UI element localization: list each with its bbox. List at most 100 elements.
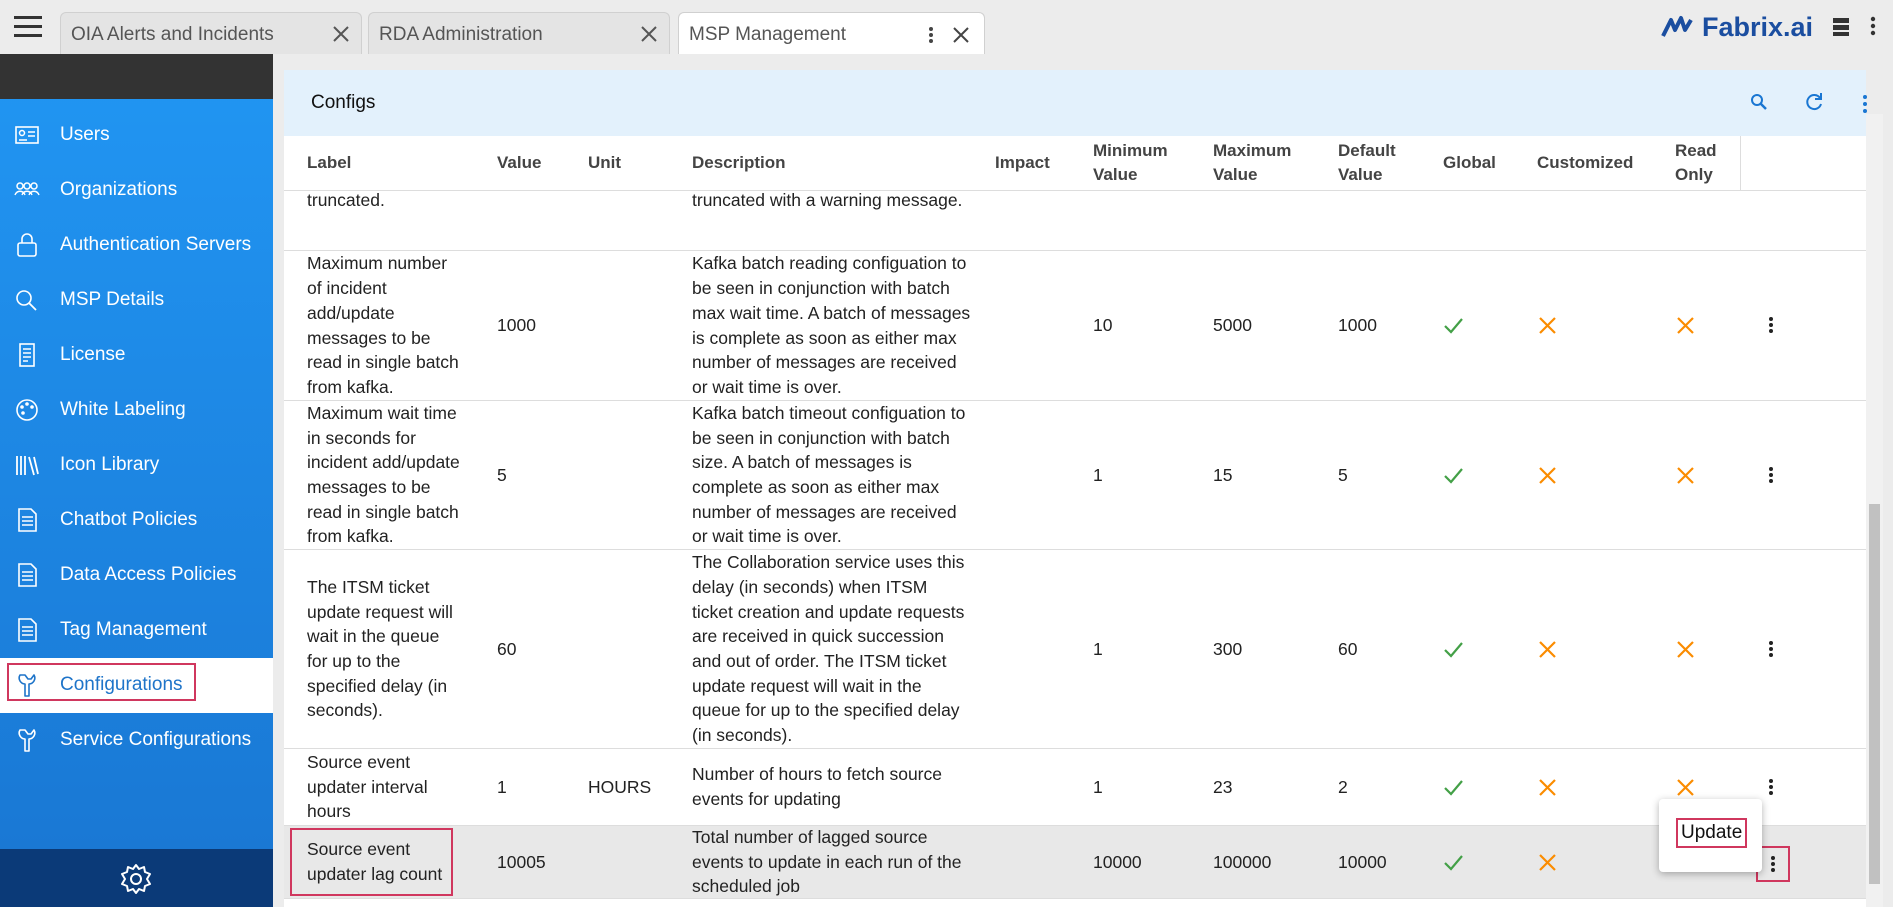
refresh-button[interactable] [1804,92,1824,112]
tab[interactable]: OIA Alerts and Incidents [60,12,362,54]
tab-options[interactable] [928,26,934,44]
column-header[interactable]: Minimum Value [1093,141,1168,184]
sidebar-header [0,54,273,99]
column-header[interactable]: Global [1443,153,1496,172]
kebab-icon [1771,855,1775,872]
tab-label: OIA Alerts and Incidents [71,24,274,45]
table-cell: 10 [1093,315,1113,336]
sidebar-item[interactable]: White Labeling [0,383,273,438]
row-actions[interactable] [1756,633,1790,669]
sidebar-item[interactable]: Icon Library [0,438,273,493]
server-icon[interactable] [1832,17,1850,37]
selection-outline [7,663,196,701]
table-row: Source event updater lag count 10005 Total… [284,826,1866,899]
sidebar-icon [16,456,39,476]
table-cell: 23 [1213,776,1233,797]
cross-icon [1539,853,1556,871]
row-actions[interactable] [1756,309,1790,345]
app-options[interactable] [1870,16,1876,36]
sidebar-icon [16,399,38,421]
row-actions[interactable] [1756,459,1790,495]
kebab-icon [1769,317,1773,333]
table-cell: 5 [1338,464,1348,485]
table-cell: Number of hours to fetch source events f… [692,764,942,809]
table-row: Maximum number of incident add/update me… [284,251,1866,401]
sidebar-footer [0,849,273,907]
tab-label: MSP Management [689,24,847,45]
table-cell: 15 [1213,464,1233,485]
check-icon [1444,854,1463,871]
table-cell: Maximum wait time in seconds for inciden… [307,402,460,547]
table-cell: 5 [497,464,507,485]
sidebar-icon [15,126,39,144]
bool-cell [1675,401,1745,549]
table-cell: 300 [1213,638,1243,659]
sidebar-item[interactable]: Organizations [0,163,273,218]
table-cell: 60 [1338,638,1358,659]
sidebar-label: Chatbot Policies [60,509,198,530]
bool-cell [1675,251,1745,400]
bool-cell [1443,749,1523,825]
sidebar-item[interactable]: Configurations [0,658,273,713]
sidebar-item[interactable]: Authentication Servers [0,218,273,273]
table-cell: 1 [1093,638,1103,659]
panel-options[interactable] [1862,94,1868,114]
sidebar: Users Organizations Authentication Servers… [0,54,273,907]
table-row: The ITSM ticket update request will wait… [284,550,1866,749]
top-bar: OIA Alerts and Incidents RDA Administrat… [0,0,1893,54]
cross-icon [1539,640,1556,658]
column-header[interactable]: Unit [588,153,622,172]
table-row: Source event updater interval hours 1 HOUR… [284,749,1866,826]
sidebar-icon [19,343,35,367]
label-outline [290,828,453,896]
sidebar-item[interactable]: Tag Management [0,603,273,658]
tab[interactable]: RDA Administration [368,12,670,54]
table-row: Maximum wait time in seconds for inciden… [284,401,1866,550]
close-tab[interactable] [641,26,657,42]
search-button[interactable] [1750,93,1768,111]
sidebar-item[interactable]: Service Configurations [0,713,273,768]
column-header[interactable]: Customized [1537,153,1634,172]
close-tab[interactable] [333,26,349,42]
settings-icon[interactable] [120,863,152,895]
scrollbar-thumb[interactable] [1869,504,1880,884]
table-cell: 10005 [497,851,546,872]
hamburger-menu[interactable] [14,16,42,38]
sidebar-icon [14,182,40,196]
bool-cell [1537,826,1657,898]
close-tab[interactable] [953,27,969,43]
bool-cell [1537,550,1657,748]
column-header[interactable]: Description [692,153,786,172]
cross-icon [1677,317,1694,334]
column-header[interactable]: Read Only [1675,141,1717,184]
sidebar-item[interactable]: License [0,328,273,383]
column-header[interactable]: Maximum Value [1213,141,1292,184]
sidebar-item[interactable]: MSP Details [0,273,273,328]
sidebar-item[interactable]: Data Access Policies [0,548,273,603]
column-header[interactable]: Label [307,153,352,172]
column-header[interactable]: Default Value [1338,141,1396,184]
bool-cell [1443,550,1523,748]
sidebar-item[interactable]: Chatbot Policies [0,493,273,548]
table-cell: 100000 [1213,851,1272,872]
cross-icon [1677,778,1694,796]
tab[interactable]: MSP Management [678,12,985,54]
bool-cell [1443,826,1523,898]
table-cell: Kafka batch reading configuation to be s… [692,253,971,397]
sidebar-item[interactable]: Users [0,108,273,163]
table-cell: 1000 [497,315,536,336]
sidebar-label: Configurations [60,674,183,695]
brand-name: Fabrix.ai [1702,12,1814,42]
row-menu: Update [1659,799,1762,872]
scrollbar[interactable] [1866,114,1883,907]
table-cell: 1000 [1338,315,1377,336]
column-header[interactable]: Value [497,153,542,172]
table-cell: 5000 [1213,315,1252,336]
update-option[interactable]: Update [1676,818,1748,848]
brand-logo [1661,16,1693,37]
bool-cell [1443,401,1523,549]
check-icon [1444,318,1463,334]
row-actions[interactable] [1756,771,1790,807]
column-header[interactable]: Impact [995,153,1050,172]
